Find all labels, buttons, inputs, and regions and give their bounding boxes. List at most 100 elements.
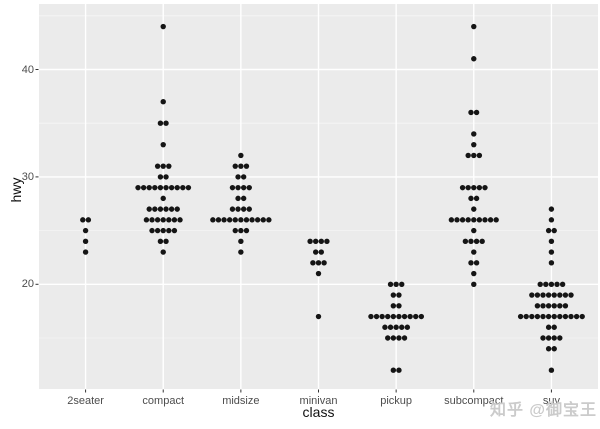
data-dot xyxy=(243,217,250,223)
data-dot xyxy=(240,206,247,212)
data-dot xyxy=(382,324,388,330)
data-dot xyxy=(465,217,471,223)
data-dot xyxy=(448,217,455,223)
data-dot xyxy=(545,227,552,234)
data-dot xyxy=(160,195,166,202)
data-dot xyxy=(471,131,477,137)
data-dot xyxy=(545,346,552,352)
data-dot xyxy=(157,238,164,245)
data-dot xyxy=(471,184,477,191)
data-dot xyxy=(468,260,474,266)
y-tick-label: 30 xyxy=(21,170,34,183)
data-dot xyxy=(166,217,172,223)
data-dot xyxy=(573,313,580,320)
data-dot xyxy=(545,303,552,309)
data-dot xyxy=(540,313,546,320)
data-dot xyxy=(238,238,244,245)
data-dot xyxy=(160,249,166,255)
data-dot xyxy=(482,217,488,223)
data-dot xyxy=(554,281,560,287)
data-dot xyxy=(557,292,563,298)
data-dot xyxy=(243,163,250,169)
data-dot xyxy=(399,281,405,287)
data-dot xyxy=(174,184,180,191)
data-dot xyxy=(487,217,494,223)
data-dot xyxy=(476,217,483,223)
data-dot xyxy=(140,184,147,191)
data-dot xyxy=(154,163,161,169)
data-dot xyxy=(307,238,313,245)
data-dot xyxy=(185,184,192,191)
data-dot xyxy=(146,184,152,191)
data-dot xyxy=(135,184,141,191)
data-dot xyxy=(390,313,397,320)
data-dot xyxy=(249,217,255,223)
data-dot xyxy=(171,217,178,223)
data-dot xyxy=(459,217,466,223)
data-dot xyxy=(545,313,552,320)
data-dot xyxy=(493,217,499,223)
data-dot xyxy=(471,206,477,212)
data-dot xyxy=(471,227,477,234)
data-dot xyxy=(551,292,557,298)
data-dot xyxy=(471,217,477,223)
y-tick-label: 20 xyxy=(21,278,34,291)
data-dot xyxy=(324,238,330,245)
data-dot xyxy=(396,292,402,298)
data-dot xyxy=(557,313,563,320)
data-dot xyxy=(246,206,252,212)
data-dot xyxy=(418,313,425,320)
data-dot xyxy=(482,184,488,191)
data-dot xyxy=(152,184,158,191)
data-dot xyxy=(163,206,169,212)
data-dot xyxy=(232,217,238,223)
data-dot xyxy=(473,238,480,245)
data-dot xyxy=(238,217,244,223)
data-dot xyxy=(471,152,477,159)
data-dot xyxy=(385,313,391,320)
data-dot xyxy=(401,313,408,320)
data-dot xyxy=(396,335,402,341)
data-dot xyxy=(548,206,555,212)
data-dot xyxy=(266,217,272,223)
data-dot xyxy=(396,367,402,373)
data-dot xyxy=(315,260,322,266)
data-dot xyxy=(545,335,552,341)
data-dot xyxy=(157,120,164,126)
data-dot xyxy=(254,217,261,223)
data-dot xyxy=(157,174,164,180)
data-dot xyxy=(551,346,557,352)
x-tick-label: compact xyxy=(142,395,184,407)
data-dot xyxy=(149,217,155,223)
data-dot xyxy=(215,217,222,223)
data-dot xyxy=(529,292,535,298)
data-dot xyxy=(168,184,175,191)
data-dot xyxy=(551,335,557,341)
y-tick-label: 40 xyxy=(21,63,34,76)
data-dot xyxy=(548,249,555,255)
data-dot xyxy=(235,206,241,212)
data-dot xyxy=(559,281,566,287)
data-dot xyxy=(534,303,541,309)
data-dot xyxy=(163,174,169,180)
data-dot xyxy=(390,303,397,309)
data-dot xyxy=(240,174,247,180)
data-dot xyxy=(462,238,469,245)
data-dot xyxy=(537,281,543,287)
data-dot xyxy=(235,174,241,180)
data-dot xyxy=(534,313,541,320)
data-dot xyxy=(473,195,480,202)
data-dot xyxy=(168,206,175,212)
data-dot xyxy=(390,335,397,341)
data-dot xyxy=(160,141,166,148)
data-dot xyxy=(465,184,471,191)
data-dot xyxy=(243,227,250,234)
data-dot xyxy=(235,184,241,191)
data-dot xyxy=(313,238,319,245)
data-dot xyxy=(545,292,552,298)
data-dot xyxy=(163,238,169,245)
data-dot xyxy=(157,184,164,191)
data-dot xyxy=(562,313,569,320)
data-dot xyxy=(315,313,322,320)
